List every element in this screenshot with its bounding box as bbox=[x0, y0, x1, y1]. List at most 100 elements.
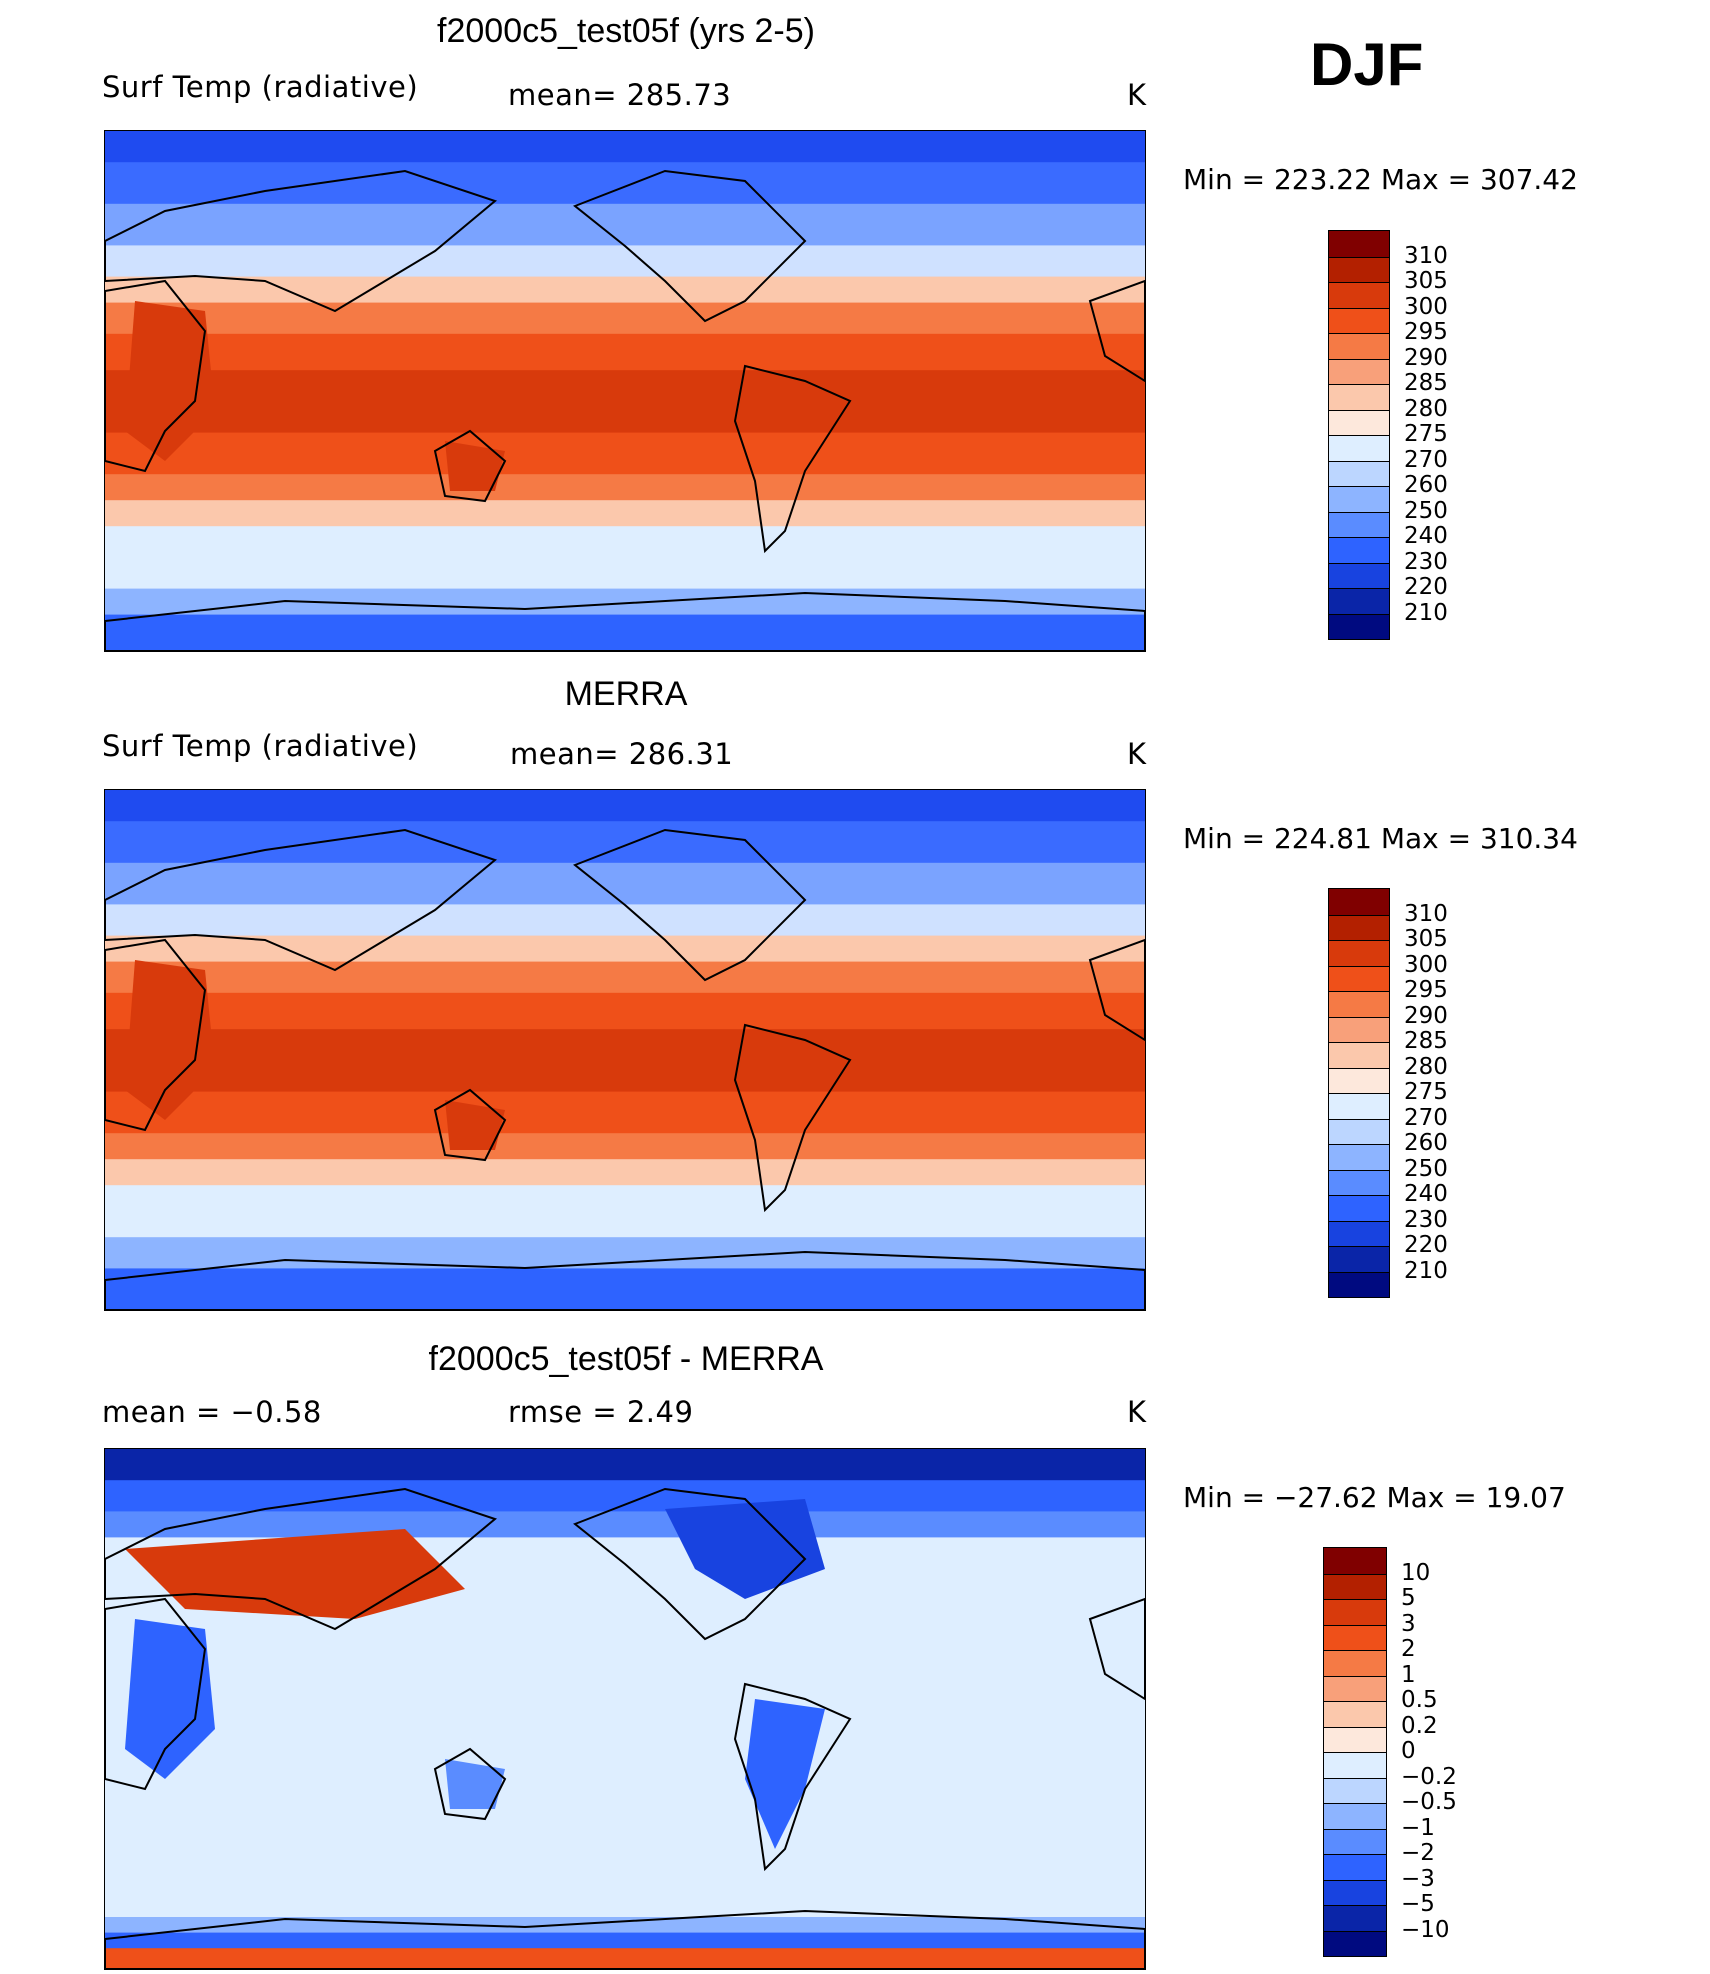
colorbar-swatch bbox=[1329, 1169, 1389, 1195]
colorbar-tick-label: 2 bbox=[1401, 1636, 1416, 1662]
panel-title-diff: f2000c5_test05f - MERRA bbox=[428, 1340, 824, 1378]
coastline bbox=[433, 429, 507, 503]
colorbar-tick-label: 270 bbox=[1404, 1104, 1448, 1131]
colorbar-tick-label: 260 bbox=[1404, 472, 1448, 498]
panel-mean-label: mean= 285.73 bbox=[508, 78, 732, 112]
colorbar-tick-label: 275 bbox=[1404, 1079, 1448, 1105]
colorbar-swatch bbox=[1329, 1195, 1389, 1221]
colorbar-tick-label: 290 bbox=[1404, 1002, 1448, 1029]
map-band bbox=[105, 526, 1145, 590]
colorbar-tick-label: 260 bbox=[1404, 1130, 1448, 1156]
colorbar-tick-label: 285 bbox=[1404, 1028, 1448, 1054]
colorbar-swatch bbox=[1329, 1246, 1389, 1272]
map-band bbox=[105, 333, 1145, 372]
panel-rmse-label: rmse = 2.49 bbox=[508, 1395, 694, 1429]
colorbar-swatch bbox=[1324, 1879, 1386, 1905]
colorbar-swatch bbox=[1329, 307, 1389, 333]
colorbar-swatch bbox=[1329, 384, 1389, 410]
colorbar-swatch bbox=[1329, 486, 1389, 512]
map-land-region bbox=[125, 301, 215, 461]
colorbar-tick-label: 270 bbox=[1404, 446, 1448, 473]
colorbar-swatch bbox=[1324, 1548, 1386, 1574]
map-band bbox=[105, 1237, 1145, 1270]
panel-units-label: K bbox=[1127, 737, 1147, 771]
colorbar-tick-label: 220 bbox=[1404, 1232, 1448, 1258]
colorbar-swatch bbox=[1324, 1624, 1386, 1650]
colorbar-swatch bbox=[1329, 358, 1389, 384]
coastline bbox=[433, 1088, 507, 1162]
coastline bbox=[733, 1682, 852, 1872]
colorbar-swatch bbox=[1324, 1726, 1386, 1752]
colorbar-tick-label: 280 bbox=[1404, 395, 1448, 422]
colorbar-swatch bbox=[1324, 1752, 1386, 1778]
map-band bbox=[105, 162, 1145, 205]
colorbar-swatch bbox=[1329, 537, 1389, 563]
colorbar-tick-label: 3 bbox=[1401, 1610, 1416, 1637]
map-band bbox=[105, 432, 1145, 476]
coastline bbox=[105, 1250, 1145, 1310]
colorbar-swatch bbox=[1324, 1803, 1386, 1829]
colorbar-swatch bbox=[1329, 1220, 1389, 1246]
colorbar-swatch bbox=[1329, 940, 1389, 966]
coastline bbox=[733, 1023, 852, 1213]
coastline bbox=[105, 1909, 1145, 1969]
panel-variable-label: Surf Temp (radiative) bbox=[102, 729, 419, 763]
map-land-region bbox=[445, 441, 505, 491]
colorbar-tick-label: 210 bbox=[1404, 1257, 1448, 1284]
minmax-label: Min = 224.81 Max = 310.34 bbox=[1183, 822, 1578, 855]
map-band bbox=[105, 203, 1145, 247]
colorbar-tick-label: 250 bbox=[1404, 497, 1448, 524]
colorbar-swatch bbox=[1324, 1777, 1386, 1803]
colorbar-tick-label: −10 bbox=[1401, 1916, 1450, 1943]
map-band bbox=[105, 790, 1145, 823]
colorbar-swatch bbox=[1329, 914, 1389, 940]
colorbar-tick-label: 285 bbox=[1404, 370, 1448, 396]
coastline bbox=[105, 279, 207, 473]
map-band bbox=[105, 1917, 1145, 1934]
panel-title-obs: MERRA bbox=[564, 675, 688, 713]
map-band bbox=[105, 302, 1145, 335]
colorbar-tick-label: 300 bbox=[1404, 293, 1448, 320]
colorbar-tick-label: 10 bbox=[1401, 1559, 1431, 1586]
colorbar-tick-label: 275 bbox=[1404, 421, 1448, 447]
colorbar-tick-label: 230 bbox=[1404, 1206, 1448, 1233]
map-band bbox=[105, 821, 1145, 864]
map-band bbox=[105, 500, 1145, 528]
coastline bbox=[105, 169, 498, 313]
colorbar-swatch bbox=[1329, 1144, 1389, 1170]
coastline bbox=[573, 1487, 807, 1641]
colorbar-tick-label: −0.2 bbox=[1401, 1763, 1457, 1790]
coastline bbox=[1088, 938, 1145, 1042]
panel-units-label: K bbox=[1127, 1395, 1147, 1429]
coastline bbox=[573, 169, 807, 323]
map-anomaly-region bbox=[665, 1499, 825, 1599]
map-band bbox=[105, 131, 1145, 164]
map-band bbox=[105, 1091, 1145, 1135]
colorbar-swatch bbox=[1329, 613, 1389, 639]
colorbar-tick-label: 280 bbox=[1404, 1053, 1448, 1080]
panel-mean-label: mean = −0.58 bbox=[102, 1395, 322, 1429]
colorbar-tick-label: 290 bbox=[1404, 344, 1448, 371]
colorbar-tick-label: 305 bbox=[1404, 268, 1448, 294]
colorbar-tick-label: −1 bbox=[1401, 1814, 1435, 1841]
map-field bbox=[105, 1449, 1145, 1969]
map-field bbox=[105, 131, 1145, 651]
colorbar-swatch bbox=[1324, 1650, 1386, 1676]
colorbar-tick-label: 1 bbox=[1401, 1661, 1416, 1688]
coastline bbox=[733, 364, 852, 554]
minmax-label: Min = 223.22 Max = 307.42 bbox=[1183, 163, 1578, 196]
map-band bbox=[105, 1133, 1145, 1161]
colorbar-obs bbox=[1328, 888, 1390, 1298]
colorbar-tick-label: 300 bbox=[1404, 951, 1448, 978]
colorbar-swatch bbox=[1329, 409, 1389, 435]
coastline bbox=[105, 591, 1145, 651]
colorbar-tick-label: 0.2 bbox=[1401, 1712, 1438, 1739]
coastline bbox=[105, 828, 498, 972]
colorbar-tick-label: 310 bbox=[1404, 242, 1448, 269]
colorbar-swatch bbox=[1329, 1067, 1389, 1093]
map-band bbox=[105, 474, 1145, 502]
map-band bbox=[105, 1948, 1145, 1969]
colorbar-swatch bbox=[1329, 435, 1389, 461]
colorbar-tick-label: 305 bbox=[1404, 926, 1448, 952]
map-anomaly-region bbox=[745, 1699, 825, 1849]
